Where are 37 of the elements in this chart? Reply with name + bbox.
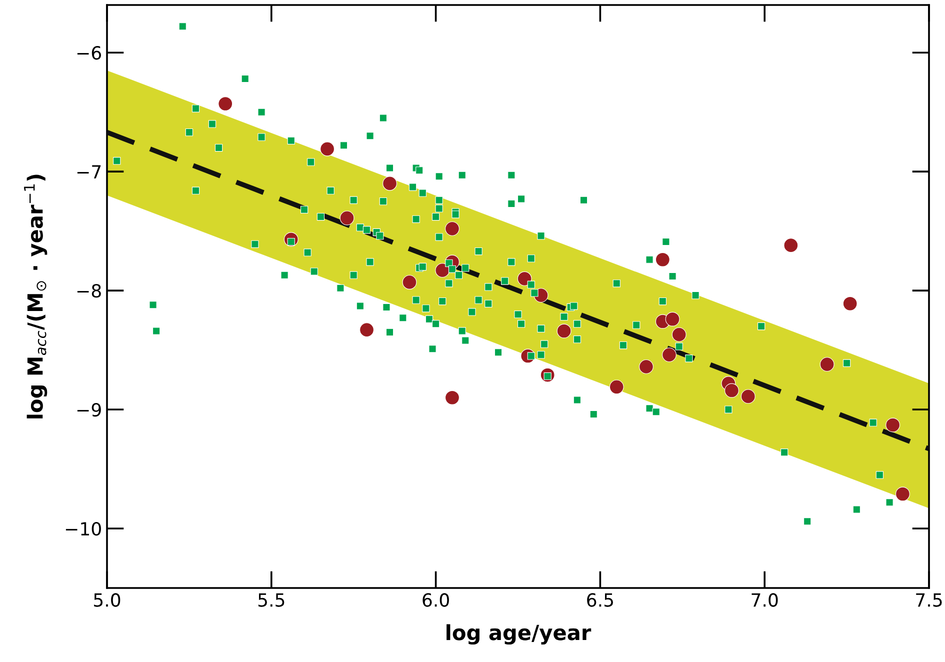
- y-axis-title: log M$_{acc}$/(M$_{⊙}$ · year$^{−1}$): [24, 174, 48, 418]
- y-tick-label: −10: [66, 522, 101, 536]
- point: [382, 176, 397, 191]
- point: [672, 327, 686, 342]
- point: [639, 359, 654, 374]
- x-axis-title: log age/year: [446, 624, 592, 645]
- point: [517, 271, 532, 286]
- y-tick-label: −8: [77, 284, 101, 298]
- y-tick-label: −6: [77, 46, 101, 60]
- point: [820, 357, 834, 372]
- x-tick-label: 6.0: [422, 593, 449, 607]
- point: [655, 252, 670, 267]
- point: [662, 348, 676, 362]
- point: [445, 390, 460, 405]
- point: [402, 275, 417, 290]
- point: [784, 238, 798, 253]
- x-tick-label: 5.0: [94, 593, 120, 607]
- point: [320, 142, 335, 156]
- x-tick-label: 6.5: [587, 593, 613, 607]
- point: [886, 418, 900, 432]
- x-tick-label: 7.5: [916, 593, 942, 607]
- point: [895, 486, 910, 502]
- point: [445, 221, 460, 236]
- point: [218, 96, 233, 111]
- x-tick-label: 7.0: [752, 593, 778, 607]
- point: [435, 263, 450, 278]
- point: [360, 322, 374, 338]
- y-tick-label: −7: [77, 165, 101, 178]
- x-tick-label: 5.5: [258, 593, 284, 607]
- point: [609, 380, 624, 394]
- point: [556, 324, 572, 338]
- point: [724, 383, 739, 398]
- point: [340, 210, 354, 226]
- point: [665, 312, 680, 326]
- point: [842, 296, 858, 311]
- y-tick-label: −9: [77, 402, 101, 417]
- point: [740, 389, 756, 404]
